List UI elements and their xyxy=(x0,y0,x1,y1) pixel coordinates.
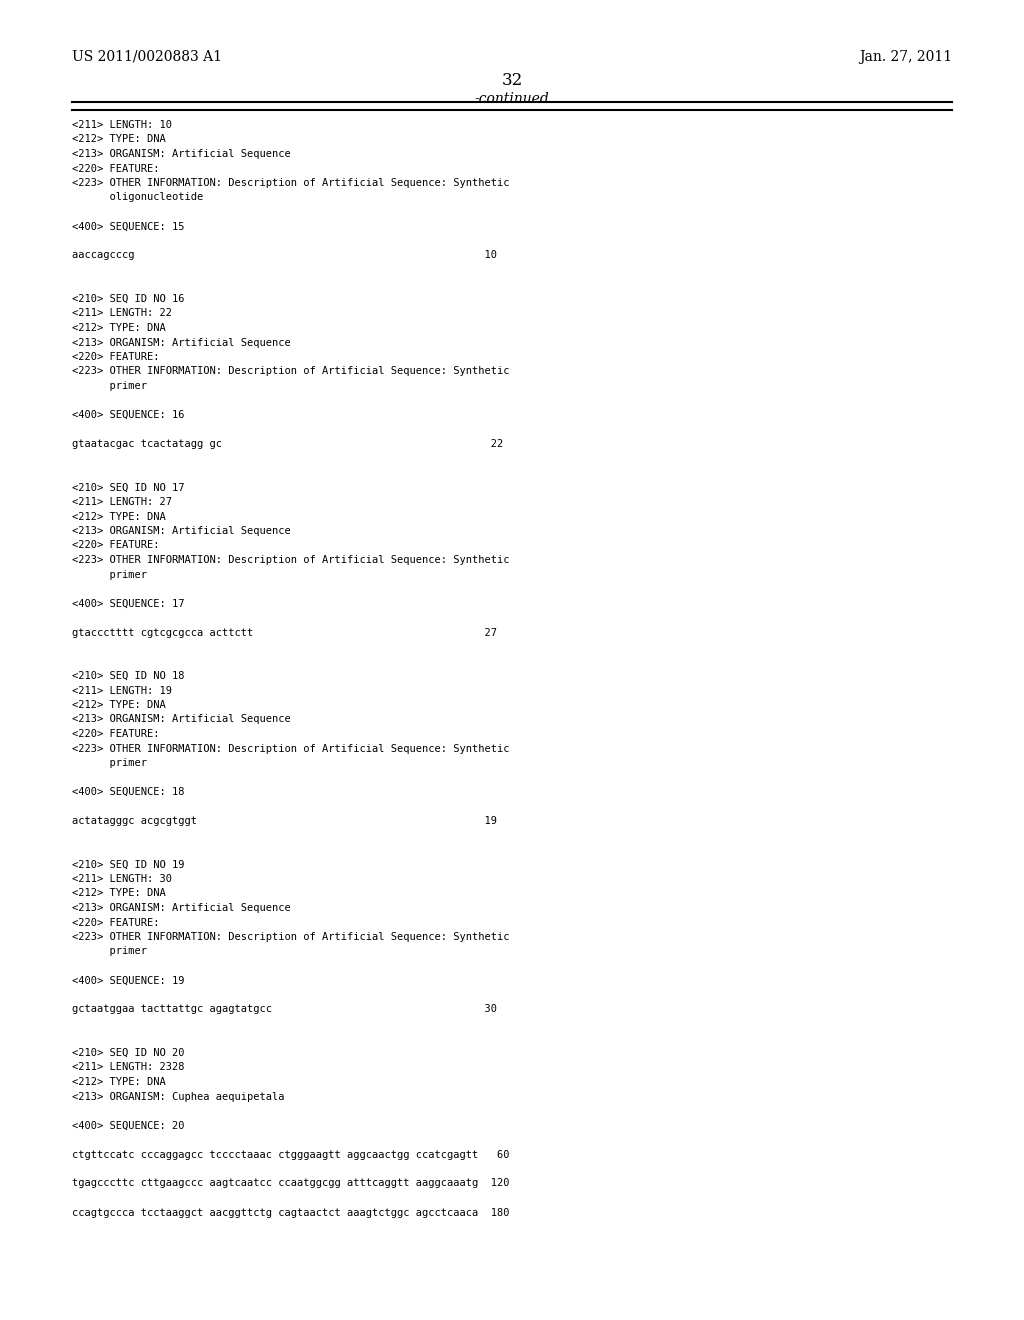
Text: <223> OTHER INFORMATION: Description of Artificial Sequence: Synthetic: <223> OTHER INFORMATION: Description of … xyxy=(72,932,510,942)
Text: <212> TYPE: DNA: <212> TYPE: DNA xyxy=(72,135,166,144)
Text: <212> TYPE: DNA: <212> TYPE: DNA xyxy=(72,1077,166,1086)
Text: <400> SEQUENCE: 17: <400> SEQUENCE: 17 xyxy=(72,598,184,609)
Text: -continued: -continued xyxy=(475,92,549,106)
Text: 32: 32 xyxy=(502,73,522,88)
Text: Jan. 27, 2011: Jan. 27, 2011 xyxy=(859,50,952,63)
Text: gctaatggaa tacttattgc agagtatgcc                                  30: gctaatggaa tacttattgc agagtatgcc 30 xyxy=(72,1005,497,1015)
Text: <210> SEQ ID NO 20: <210> SEQ ID NO 20 xyxy=(72,1048,184,1059)
Text: <212> TYPE: DNA: <212> TYPE: DNA xyxy=(72,700,166,710)
Text: <220> FEATURE:: <220> FEATURE: xyxy=(72,352,160,362)
Text: US 2011/0020883 A1: US 2011/0020883 A1 xyxy=(72,50,222,63)
Text: aaccagcccg                                                        10: aaccagcccg 10 xyxy=(72,251,497,260)
Text: <210> SEQ ID NO 18: <210> SEQ ID NO 18 xyxy=(72,671,184,681)
Text: primer: primer xyxy=(72,758,147,768)
Text: <220> FEATURE:: <220> FEATURE: xyxy=(72,540,160,550)
Text: <212> TYPE: DNA: <212> TYPE: DNA xyxy=(72,323,166,333)
Text: primer: primer xyxy=(72,946,147,957)
Text: gtaatacgac tcactatagg gc                                           22: gtaatacgac tcactatagg gc 22 xyxy=(72,440,503,449)
Text: <212> TYPE: DNA: <212> TYPE: DNA xyxy=(72,888,166,899)
Text: <223> OTHER INFORMATION: Description of Artificial Sequence: Synthetic: <223> OTHER INFORMATION: Description of … xyxy=(72,554,510,565)
Text: <220> FEATURE:: <220> FEATURE: xyxy=(72,164,160,173)
Text: <212> TYPE: DNA: <212> TYPE: DNA xyxy=(72,511,166,521)
Text: ccagtgccca tcctaaggct aacggttctg cagtaactct aaagtctggc agcctcaaca  180: ccagtgccca tcctaaggct aacggttctg cagtaac… xyxy=(72,1208,510,1217)
Text: <400> SEQUENCE: 16: <400> SEQUENCE: 16 xyxy=(72,411,184,420)
Text: gtaccctttt cgtcgcgcca acttctt                                     27: gtaccctttt cgtcgcgcca acttctt 27 xyxy=(72,627,497,638)
Text: <211> LENGTH: 19: <211> LENGTH: 19 xyxy=(72,685,172,696)
Text: <220> FEATURE:: <220> FEATURE: xyxy=(72,729,160,739)
Text: <213> ORGANISM: Cuphea aequipetala: <213> ORGANISM: Cuphea aequipetala xyxy=(72,1092,285,1101)
Text: <213> ORGANISM: Artificial Sequence: <213> ORGANISM: Artificial Sequence xyxy=(72,338,291,347)
Text: <400> SEQUENCE: 18: <400> SEQUENCE: 18 xyxy=(72,787,184,797)
Text: <220> FEATURE:: <220> FEATURE: xyxy=(72,917,160,928)
Text: <213> ORGANISM: Artificial Sequence: <213> ORGANISM: Artificial Sequence xyxy=(72,903,291,913)
Text: primer: primer xyxy=(72,569,147,579)
Text: <223> OTHER INFORMATION: Description of Artificial Sequence: Synthetic: <223> OTHER INFORMATION: Description of … xyxy=(72,178,510,187)
Text: <213> ORGANISM: Artificial Sequence: <213> ORGANISM: Artificial Sequence xyxy=(72,525,291,536)
Text: ctgttccatc cccaggagcc tcccctaaac ctgggaagtt aggcaactgg ccatcgagtt   60: ctgttccatc cccaggagcc tcccctaaac ctgggaa… xyxy=(72,1150,510,1159)
Text: <223> OTHER INFORMATION: Description of Artificial Sequence: Synthetic: <223> OTHER INFORMATION: Description of … xyxy=(72,367,510,376)
Text: <211> LENGTH: 27: <211> LENGTH: 27 xyxy=(72,498,172,507)
Text: <210> SEQ ID NO 19: <210> SEQ ID NO 19 xyxy=(72,859,184,870)
Text: <211> LENGTH: 2328: <211> LENGTH: 2328 xyxy=(72,1063,184,1072)
Text: <210> SEQ ID NO 16: <210> SEQ ID NO 16 xyxy=(72,294,184,304)
Text: <211> LENGTH: 22: <211> LENGTH: 22 xyxy=(72,309,172,318)
Text: <213> ORGANISM: Artificial Sequence: <213> ORGANISM: Artificial Sequence xyxy=(72,149,291,158)
Text: primer: primer xyxy=(72,381,147,391)
Text: <213> ORGANISM: Artificial Sequence: <213> ORGANISM: Artificial Sequence xyxy=(72,714,291,725)
Text: tgagcccttc cttgaagccc aagtcaatcc ccaatggcgg atttcaggtt aaggcaaatg  120: tgagcccttc cttgaagccc aagtcaatcc ccaatgg… xyxy=(72,1179,510,1188)
Text: <400> SEQUENCE: 20: <400> SEQUENCE: 20 xyxy=(72,1121,184,1130)
Text: <210> SEQ ID NO 17: <210> SEQ ID NO 17 xyxy=(72,483,184,492)
Text: <223> OTHER INFORMATION: Description of Artificial Sequence: Synthetic: <223> OTHER INFORMATION: Description of … xyxy=(72,743,510,754)
Text: <400> SEQUENCE: 15: <400> SEQUENCE: 15 xyxy=(72,222,184,231)
Text: <211> LENGTH: 30: <211> LENGTH: 30 xyxy=(72,874,172,884)
Text: <211> LENGTH: 10: <211> LENGTH: 10 xyxy=(72,120,172,129)
Text: <400> SEQUENCE: 19: <400> SEQUENCE: 19 xyxy=(72,975,184,986)
Text: oligonucleotide: oligonucleotide xyxy=(72,193,203,202)
Text: actatagggc acgcgtggt                                              19: actatagggc acgcgtggt 19 xyxy=(72,816,497,826)
